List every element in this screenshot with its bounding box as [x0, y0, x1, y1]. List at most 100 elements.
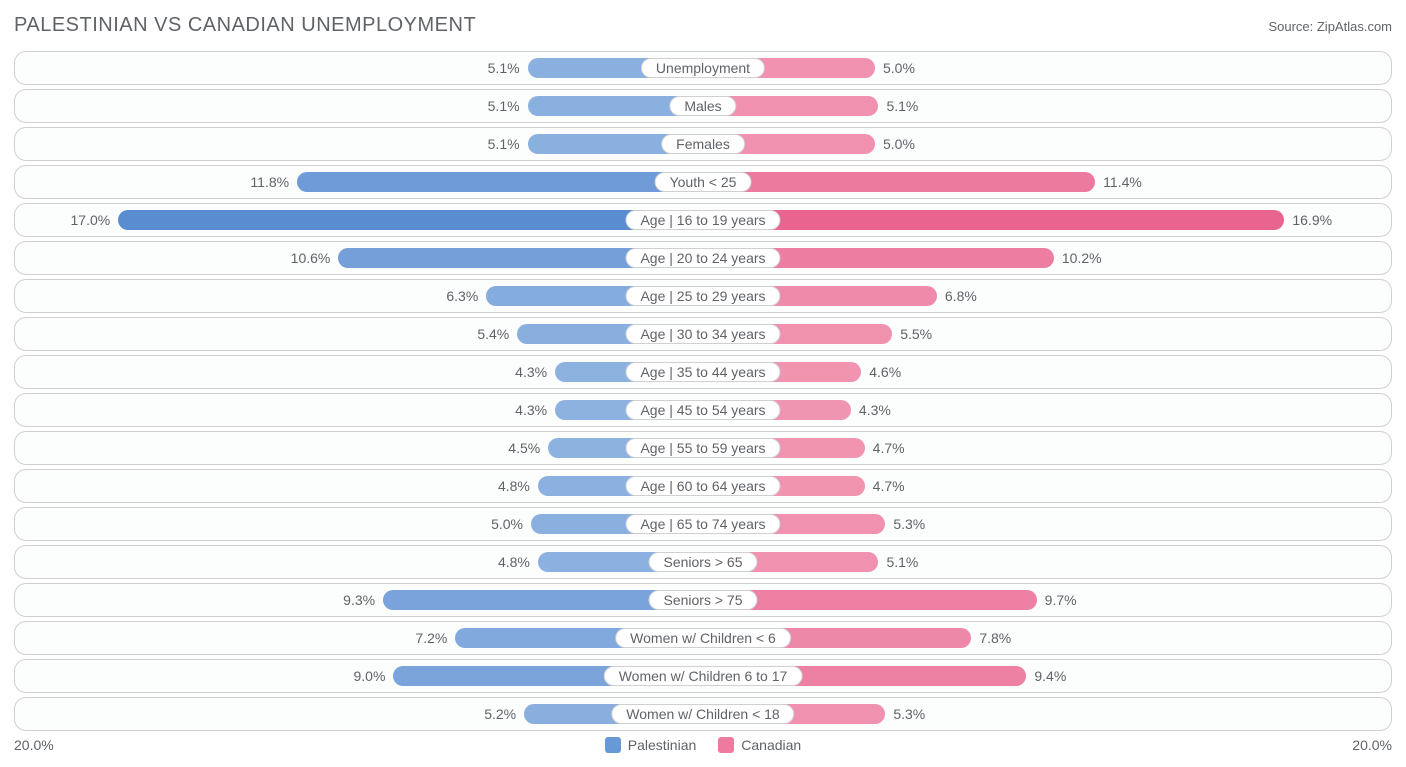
- right-half: 5.1%: [703, 546, 1391, 578]
- value-left: 10.6%: [291, 250, 331, 266]
- value-right: 5.1%: [886, 98, 918, 114]
- category-label: Age | 20 to 24 years: [625, 248, 780, 268]
- value-left: 9.3%: [343, 592, 375, 608]
- right-half: 11.4%: [703, 166, 1391, 198]
- legend: Palestinian Canadian: [605, 737, 801, 753]
- axis-right-max: 20.0%: [1352, 737, 1392, 753]
- value-right: 4.7%: [873, 440, 905, 456]
- category-label: Youth < 25: [655, 172, 752, 192]
- left-half: 5.1%: [15, 128, 703, 160]
- right-half: 5.3%: [703, 698, 1391, 730]
- left-half: 17.0%: [15, 204, 703, 236]
- value-left: 11.8%: [250, 174, 289, 190]
- chart-row: 7.2%7.8%Women w/ Children < 6: [14, 621, 1392, 655]
- right-half: 7.8%: [703, 622, 1391, 654]
- value-right: 7.8%: [979, 630, 1011, 646]
- value-right: 5.5%: [900, 326, 932, 342]
- left-half: 6.3%: [15, 280, 703, 312]
- chart-row: 5.1% 5.0% Females: [14, 127, 1392, 161]
- chart-row: 5.4% 5.5% Age | 30 to 34 years: [14, 317, 1392, 351]
- value-left: 4.3%: [515, 402, 547, 418]
- chart-header: PALESTINIAN VS CANADIAN UNEMPLOYMENT Sou…: [14, 14, 1392, 37]
- category-label: Age | 35 to 44 years: [625, 362, 780, 382]
- chart-row: 4.8% 4.7% Age | 60 to 64 years: [14, 469, 1392, 503]
- category-label: Age | 30 to 34 years: [625, 324, 780, 344]
- left-half: 5.4%: [15, 318, 703, 350]
- right-half: 5.0%: [703, 128, 1391, 160]
- category-label: Age | 16 to 19 years: [625, 210, 780, 230]
- legend-label-left: Palestinian: [628, 737, 697, 753]
- value-left: 9.0%: [353, 668, 385, 684]
- left-half: 4.8%: [15, 470, 703, 502]
- category-label: Age | 25 to 29 years: [625, 286, 780, 306]
- legend-swatch-left: [605, 737, 621, 753]
- category-label: Seniors > 75: [649, 590, 758, 610]
- value-left: 4.8%: [498, 478, 530, 494]
- value-right: 4.7%: [873, 478, 905, 494]
- value-left: 6.3%: [446, 288, 478, 304]
- left-half: 5.1%: [15, 90, 703, 122]
- value-right: 4.3%: [859, 402, 891, 418]
- value-left: 5.1%: [488, 98, 520, 114]
- right-half: 9.4%: [703, 660, 1391, 692]
- category-label: Seniors > 65: [649, 552, 758, 572]
- chart-footer: 20.0% Palestinian Canadian 20.0%: [14, 737, 1392, 753]
- value-left: 4.5%: [508, 440, 540, 456]
- right-half: 4.6%: [703, 356, 1391, 388]
- value-left: 5.1%: [488, 136, 520, 152]
- left-half: 10.6%: [15, 242, 703, 274]
- left-half: 7.2%: [15, 622, 703, 654]
- legend-item-right: Canadian: [718, 737, 801, 753]
- category-label: Age | 45 to 54 years: [625, 400, 780, 420]
- left-half: 5.0%: [15, 508, 703, 540]
- category-label: Age | 65 to 74 years: [625, 514, 780, 534]
- left-half: 4.5%: [15, 432, 703, 464]
- right-half: 6.8%: [703, 280, 1391, 312]
- value-left: 4.3%: [515, 364, 547, 380]
- value-right: 6.8%: [945, 288, 977, 304]
- left-half: 5.2%: [15, 698, 703, 730]
- chart-title: PALESTINIAN VS CANADIAN UNEMPLOYMENT: [14, 14, 476, 37]
- value-right: 5.0%: [883, 60, 915, 76]
- chart-row: 5.1% 5.0% Unemployment: [14, 51, 1392, 85]
- chart-row: 5.0%5.3%Age | 65 to 74 years: [14, 507, 1392, 541]
- left-half: 5.1%: [15, 52, 703, 84]
- left-half: 4.3%: [15, 394, 703, 426]
- chart-row: 11.8% 11.4% Youth < 25: [14, 165, 1392, 199]
- category-label: Females: [661, 134, 745, 154]
- value-right: 11.4%: [1103, 174, 1142, 190]
- legend-swatch-right: [718, 737, 734, 753]
- diverging-bar-chart: 5.1%5.0%Unemployment5.1%5.1%Males5.1%5.0…: [14, 51, 1392, 731]
- value-left: 5.2%: [484, 706, 516, 722]
- chart-row: 4.5% 4.7% Age | 55 to 59 years: [14, 431, 1392, 465]
- chart-row: 5.2% 5.3%Women w/ Children < 18: [14, 697, 1392, 731]
- category-label: Women w/ Children 6 to 17: [604, 666, 803, 686]
- left-half: 11.8%: [15, 166, 703, 198]
- bar-right: [703, 172, 1095, 192]
- value-right: 4.6%: [869, 364, 901, 380]
- right-half: 5.3%: [703, 508, 1391, 540]
- value-right: 5.0%: [883, 136, 915, 152]
- category-label: Women w/ Children < 18: [611, 704, 794, 724]
- left-half: 9.3%: [15, 584, 703, 616]
- category-label: Age | 55 to 59 years: [625, 438, 780, 458]
- chart-source: Source: ZipAtlas.com: [1268, 19, 1392, 34]
- category-label: Unemployment: [641, 58, 765, 78]
- legend-item-left: Palestinian: [605, 737, 697, 753]
- bar-right: [703, 210, 1284, 230]
- value-left: 4.8%: [498, 554, 530, 570]
- value-right: 9.7%: [1045, 592, 1077, 608]
- value-right: 16.9%: [1292, 212, 1332, 228]
- right-half: 4.3%: [703, 394, 1391, 426]
- left-half: 4.3%: [15, 356, 703, 388]
- right-half: 4.7%: [703, 470, 1391, 502]
- value-right: 10.2%: [1062, 250, 1102, 266]
- left-half: 4.8%: [15, 546, 703, 578]
- axis-left-max: 20.0%: [14, 737, 54, 753]
- value-left: 5.4%: [477, 326, 509, 342]
- right-half: 5.5%: [703, 318, 1391, 350]
- category-label: Age | 60 to 64 years: [625, 476, 780, 496]
- chart-row: 5.1%5.1%Males: [14, 89, 1392, 123]
- chart-row: 9.3% 9.7% Seniors > 75: [14, 583, 1392, 617]
- legend-label-right: Canadian: [741, 737, 801, 753]
